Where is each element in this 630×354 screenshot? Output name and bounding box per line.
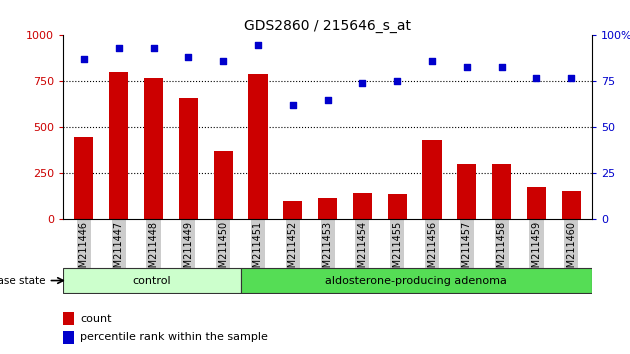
Point (253, 42, 263, 47)
Point (218, 58, 228, 64)
Bar (284, 201, 302, 219)
Bar (179, 98, 198, 219)
Bar (248, 74, 268, 219)
Point (79, 57, 89, 62)
Point (357, 80, 367, 86)
Bar (387, 194, 407, 219)
Point (149, 45, 159, 51)
Point (566, 75, 576, 81)
Point (288, 103, 298, 108)
Point (532, 75, 542, 81)
Text: aldosterone-producing adenoma: aldosterone-producing adenoma (326, 275, 507, 286)
Bar (318, 198, 337, 219)
Point (496, 64, 507, 69)
Bar (214, 152, 232, 219)
Bar (353, 193, 372, 219)
Bar (562, 191, 581, 219)
Point (462, 64, 472, 69)
Point (427, 58, 437, 64)
Text: control: control (132, 275, 171, 286)
Text: percentile rank within the sample: percentile rank within the sample (81, 332, 268, 342)
Bar (527, 187, 546, 219)
Point (183, 55, 193, 60)
Text: disease state: disease state (0, 275, 45, 286)
Bar (63, 313, 74, 325)
FancyBboxPatch shape (63, 268, 241, 293)
Bar (74, 137, 93, 219)
Point (323, 97, 333, 103)
Bar (63, 331, 74, 343)
Point (392, 79, 403, 84)
FancyBboxPatch shape (241, 268, 592, 293)
Text: count: count (81, 314, 112, 324)
Bar (423, 140, 442, 219)
Bar (492, 164, 512, 219)
Bar (457, 164, 476, 219)
Title: GDS2860 / 215646_s_at: GDS2860 / 215646_s_at (244, 19, 411, 33)
Point (113, 45, 123, 51)
Bar (144, 78, 163, 219)
Bar (109, 72, 129, 219)
